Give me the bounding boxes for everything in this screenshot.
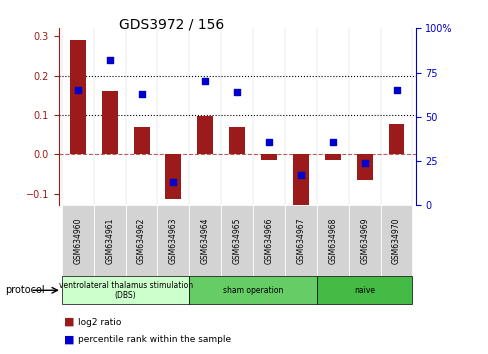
FancyBboxPatch shape [94, 205, 125, 276]
Point [169, 179, 177, 185]
Bar [356, 154, 372, 180]
Bar [261, 154, 276, 160]
Point [105, 57, 113, 63]
FancyBboxPatch shape [62, 205, 94, 276]
Bar [388, 124, 404, 154]
FancyBboxPatch shape [285, 205, 316, 276]
Text: GSM634969: GSM634969 [360, 217, 368, 264]
Bar [197, 116, 213, 154]
Point [233, 89, 241, 95]
Text: GSM634968: GSM634968 [327, 217, 337, 264]
FancyBboxPatch shape [189, 205, 221, 276]
Text: GSM634962: GSM634962 [137, 217, 146, 264]
Bar [229, 127, 244, 154]
Text: GSM634964: GSM634964 [201, 217, 209, 264]
Text: ■: ■ [63, 317, 74, 327]
Point [264, 139, 272, 144]
Bar [102, 91, 118, 154]
FancyBboxPatch shape [253, 205, 285, 276]
Point [328, 139, 336, 144]
FancyBboxPatch shape [221, 205, 253, 276]
Point [74, 87, 81, 93]
Text: percentile rank within the sample: percentile rank within the sample [78, 335, 231, 344]
FancyBboxPatch shape [62, 276, 189, 304]
Point [137, 91, 145, 97]
Text: GSM634960: GSM634960 [73, 217, 82, 264]
Text: GSM634970: GSM634970 [391, 217, 400, 264]
Text: GSM634963: GSM634963 [168, 217, 178, 264]
Bar [165, 154, 181, 199]
Text: ■: ■ [63, 335, 74, 345]
Point [360, 160, 368, 166]
Text: GSM634967: GSM634967 [296, 217, 305, 264]
Point [392, 87, 400, 93]
Bar [70, 40, 85, 154]
FancyBboxPatch shape [316, 276, 411, 304]
FancyBboxPatch shape [348, 205, 380, 276]
Text: log2 ratio: log2 ratio [78, 318, 122, 327]
Bar [133, 127, 149, 154]
FancyBboxPatch shape [125, 205, 157, 276]
Bar [324, 154, 340, 160]
Text: GSM634966: GSM634966 [264, 217, 273, 264]
Text: ventrolateral thalamus stimulation
(DBS): ventrolateral thalamus stimulation (DBS) [59, 281, 192, 300]
Text: naive: naive [353, 286, 374, 295]
Point [296, 172, 304, 178]
FancyBboxPatch shape [316, 205, 348, 276]
Text: GSM634965: GSM634965 [232, 217, 241, 264]
Text: protocol: protocol [5, 285, 44, 295]
Bar [292, 154, 308, 205]
FancyBboxPatch shape [157, 205, 189, 276]
FancyBboxPatch shape [189, 276, 316, 304]
Text: GSM634961: GSM634961 [105, 217, 114, 264]
Text: GDS3972 / 156: GDS3972 / 156 [118, 18, 224, 32]
Text: sham operation: sham operation [223, 286, 283, 295]
FancyBboxPatch shape [380, 205, 411, 276]
Point [201, 79, 209, 84]
